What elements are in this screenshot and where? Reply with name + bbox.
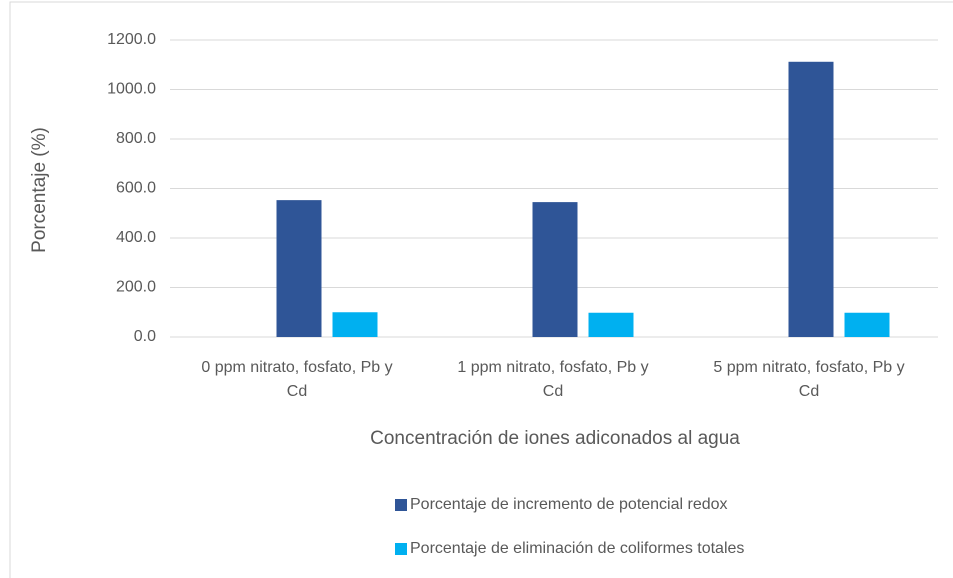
y-tick-label: 600.0 — [116, 180, 156, 197]
y-tick-label: 1000.0 — [107, 81, 156, 98]
bar — [532, 202, 578, 337]
legend-swatch — [395, 499, 407, 511]
bar — [276, 200, 322, 337]
x-tick-label: 0 ppm nitrato, fosfato, Pb y Cd — [201, 359, 393, 400]
legend-swatch — [395, 543, 407, 555]
bar — [588, 312, 634, 337]
bar — [332, 312, 378, 337]
y-tick-label: 800.0 — [116, 130, 156, 147]
x-tick-label: 5 ppm nitrato, fosfato, Pb y Cd — [713, 359, 905, 400]
y-tick-label: 0.0 — [134, 328, 156, 345]
y-tick-label: 1200.0 — [107, 31, 156, 48]
bar — [788, 61, 834, 337]
bar — [844, 312, 890, 337]
chart-border — [9, 1, 953, 578]
x-axis-title: Concentración de iones adiconados al agu… — [370, 428, 740, 449]
legend-label: Porcentaje de eliminación de coliformes … — [410, 540, 744, 557]
x-tick-label: 1 ppm nitrato, fosfato, Pb y Cd — [457, 359, 649, 400]
y-axis-title: Porcentaje (%) — [29, 127, 50, 253]
y-tick-label: 400.0 — [116, 229, 156, 246]
legend-label: Porcentaje de incremento de potencial re… — [410, 496, 728, 513]
y-tick-label: 200.0 — [116, 279, 156, 296]
